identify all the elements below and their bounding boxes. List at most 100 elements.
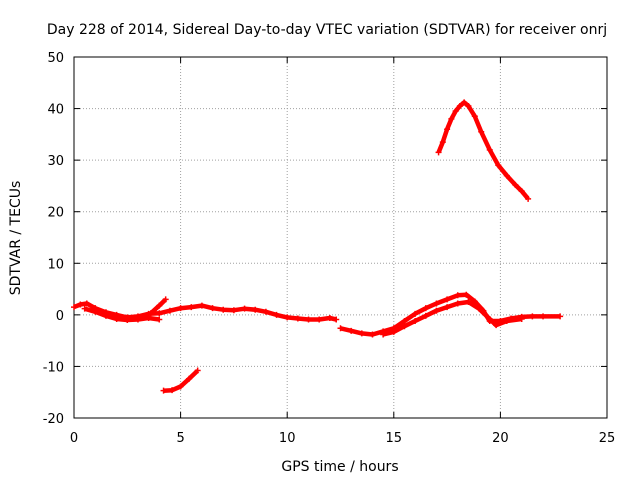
- data-point: [557, 313, 564, 320]
- data-point: [186, 375, 193, 382]
- y-tick-label: 40: [47, 103, 64, 118]
- data-point: [401, 323, 408, 330]
- y-tick-label: -20: [43, 412, 64, 427]
- data-point: [454, 292, 461, 299]
- data-point: [435, 149, 442, 156]
- data-point: [525, 195, 532, 202]
- data-point: [358, 330, 365, 337]
- data-point: [412, 310, 419, 317]
- data-point: [326, 314, 333, 321]
- data-point: [81, 305, 88, 312]
- data-point: [369, 331, 376, 338]
- data-point: [518, 188, 525, 195]
- y-axis-label: SDTVAR / TECUs: [8, 181, 24, 296]
- data-point: [83, 300, 90, 307]
- data-point: [124, 317, 131, 324]
- y-tick-label: 50: [47, 51, 64, 66]
- x-axis-label: GPS time / hours: [281, 459, 398, 475]
- data-point: [316, 316, 323, 323]
- series-line-afternoon-dip: [339, 292, 561, 337]
- data-point: [169, 387, 176, 394]
- data-point: [333, 316, 340, 323]
- data-point: [433, 300, 440, 307]
- data-point: [540, 313, 547, 320]
- data-point: [337, 325, 344, 332]
- x-tick-label: 5: [176, 431, 184, 446]
- data-point: [156, 310, 163, 317]
- data-point: [92, 308, 99, 315]
- data-point: [77, 301, 84, 308]
- data-point: [401, 318, 408, 325]
- x-tick-label: 10: [279, 431, 296, 446]
- data-point: [456, 102, 463, 109]
- data-point: [512, 181, 519, 188]
- data-point: [503, 318, 510, 325]
- data-point: [452, 108, 459, 115]
- data-point: [230, 307, 237, 314]
- data-point: [198, 302, 205, 309]
- data-point: [262, 308, 269, 315]
- y-tick-label: -10: [43, 360, 64, 375]
- data-point: [493, 322, 500, 329]
- x-tick-label: 25: [599, 431, 616, 446]
- data-point: [486, 146, 493, 153]
- data-point: [134, 316, 141, 323]
- data-point: [145, 314, 152, 321]
- data-point: [166, 307, 173, 314]
- data-point: [465, 298, 472, 305]
- data-point: [147, 310, 154, 317]
- plot-area-frame: [73, 56, 608, 419]
- data-point: [284, 314, 291, 321]
- data-point: [71, 304, 77, 311]
- series-line-afternoon-dip-lower-band: [382, 299, 522, 337]
- series-line-high-arc: [436, 100, 530, 201]
- axis-ticks: 0 5 10 15 20 25 -20 -10 0 10 20 30 40 50: [43, 51, 616, 446]
- chart-title: Day 228 of 2014, Sidereal Day-to-day VTE…: [47, 22, 607, 38]
- data-point: [529, 313, 536, 320]
- data-point: [518, 315, 525, 322]
- data-point: [433, 307, 440, 314]
- data-point: [194, 367, 201, 374]
- data-point: [102, 312, 109, 319]
- data-point: [294, 315, 301, 322]
- data-point: [465, 102, 472, 109]
- data-point: [188, 304, 195, 311]
- data-point: [412, 318, 419, 325]
- data-point: [476, 305, 483, 312]
- data-point: [177, 305, 184, 312]
- data-point: [439, 139, 446, 146]
- y-tick-label: 10: [47, 257, 64, 272]
- data-point: [454, 300, 461, 307]
- data-point: [209, 305, 216, 312]
- data-point: [156, 316, 163, 323]
- data-point: [444, 304, 451, 311]
- data-point: [160, 387, 167, 394]
- data-point: [463, 291, 470, 298]
- data-point: [162, 296, 169, 303]
- y-tick-label: 20: [47, 206, 64, 221]
- data-point: [156, 302, 163, 309]
- data-point: [177, 383, 184, 390]
- y-tick-label: 0: [56, 309, 64, 324]
- data-point: [486, 315, 493, 322]
- data-point: [273, 311, 280, 318]
- data-point: [448, 115, 455, 122]
- data-point: [495, 162, 502, 169]
- data-point: [348, 327, 355, 334]
- data-point: [478, 128, 485, 135]
- data-series: [71, 99, 564, 394]
- y-tick-label: 30: [47, 154, 64, 169]
- data-point: [461, 99, 468, 106]
- data-point: [241, 305, 248, 312]
- data-point: [220, 306, 227, 313]
- grid: [74, 57, 607, 418]
- data-point: [422, 312, 429, 319]
- data-point: [252, 306, 259, 313]
- data-point: [503, 172, 510, 179]
- data-point: [471, 113, 478, 120]
- x-tick-label: 20: [492, 431, 509, 446]
- data-point: [422, 305, 429, 312]
- data-point: [444, 126, 451, 133]
- data-point: [305, 316, 312, 323]
